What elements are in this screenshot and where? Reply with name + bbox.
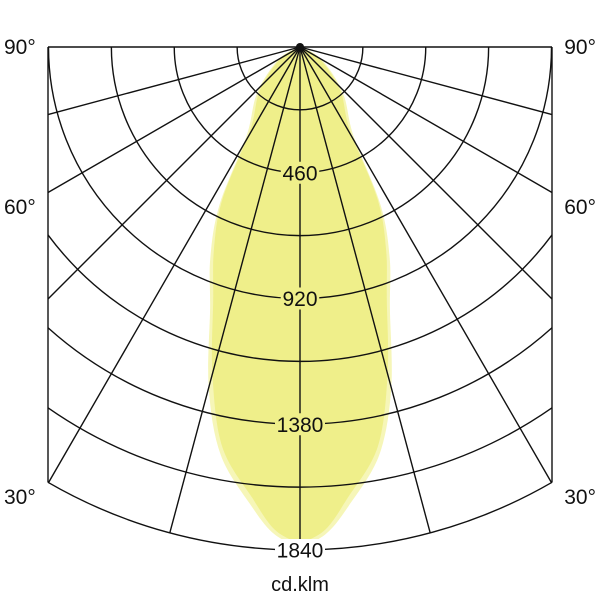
radial-tick-labels: 460 920 1380 1840 (275, 161, 325, 563)
grid-ray--15 (169, 46, 301, 534)
grid-ray--30 (47, 46, 301, 483)
grid-ray-60 (299, 46, 553, 194)
angle-label-right: 30° (564, 486, 596, 509)
grid-ray-30 (299, 46, 553, 483)
grid-ray-75 (299, 46, 553, 116)
grid-ray-15 (299, 46, 431, 534)
radial-label-bg (280, 161, 320, 184)
radial-label-bg (275, 539, 325, 561)
plot-boundary (47, 47, 553, 483)
radial-tick-label: 920 (282, 288, 317, 311)
pole-point (296, 43, 304, 51)
angle-label-right: 60° (564, 196, 596, 219)
radial-tick-label: 1840 (277, 540, 324, 563)
grid-ray--60 (47, 46, 301, 194)
radial-tick-label: 460 (282, 162, 317, 185)
angle-label-left: 90° (4, 36, 36, 59)
angle-label-left: 30° (4, 486, 36, 509)
unit-label: cd.klm (271, 574, 329, 596)
grid-ray--75 (47, 46, 301, 116)
polar-grid (47, 43, 553, 551)
angle-labels: 90° 90° 60° 60° 30° 30° (4, 36, 596, 509)
radial-label-bg (275, 413, 325, 436)
grid-ray--45 (47, 46, 301, 300)
radial-label-bg (280, 287, 320, 310)
angle-label-left: 60° (4, 196, 36, 219)
radial-tick-label: 1380 (277, 414, 324, 437)
grid-ray-45 (299, 46, 553, 300)
angle-label-right: 90° (564, 36, 596, 59)
